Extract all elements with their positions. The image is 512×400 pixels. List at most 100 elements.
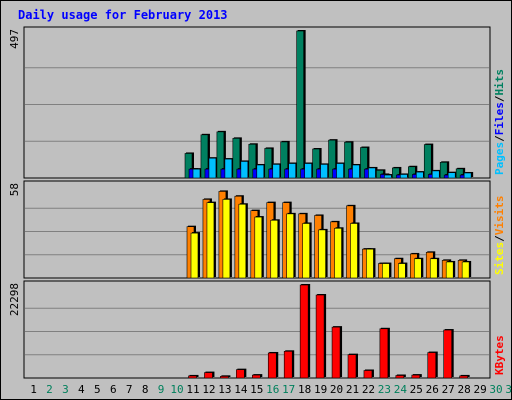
- bar-pages-day-27: [447, 172, 456, 179]
- bar-pages-day-24: [400, 174, 408, 179]
- x-tick-label: 5: [94, 383, 101, 396]
- bar-kbytes-day-22: [363, 370, 373, 379]
- panel-kbytes: 22298 KBytes: [8, 280, 506, 379]
- bar-hits-day-16: [264, 148, 273, 179]
- svg-text:Sites/Visits: Sites/Visits: [493, 196, 506, 276]
- bar-sites-day-18: [302, 223, 310, 279]
- bar-hits-day-20: [328, 139, 336, 179]
- bar-pages-day-25: [415, 171, 424, 179]
- x-tick-label: 7: [126, 383, 133, 396]
- bar-pages-day-28: [463, 172, 472, 179]
- legend-entry-kbytes: KBytes: [493, 335, 506, 375]
- svg-text:KBytes: KBytes: [493, 335, 506, 375]
- x-tick-label: 20: [330, 383, 343, 396]
- bar-hits-day-21: [344, 141, 352, 179]
- legend-separator: /: [493, 135, 506, 142]
- bar-sites-day-20: [334, 227, 342, 279]
- legend: Sites/Visits: [493, 196, 506, 276]
- plot-area: [23, 280, 491, 379]
- bar-kbytes-day-28: [459, 375, 468, 379]
- x-tick-label: 26: [426, 383, 439, 396]
- bar-pages-day-17: [288, 163, 297, 179]
- bar-kbytes-day-16: [267, 352, 277, 379]
- bar-kbytes-day-23: [379, 328, 389, 379]
- bar-hits-day-18: [296, 30, 304, 179]
- x-tick-label: 25: [410, 383, 423, 396]
- legend: Pages/Files/Hits: [493, 69, 506, 175]
- y-max-label: 497: [8, 29, 21, 49]
- bar-hits-day-15: [248, 143, 257, 179]
- bar-pages-day-22: [368, 167, 376, 179]
- panel-hits-files-pages: 497 Pages/Files/Hits: [8, 26, 506, 179]
- legend-separator: /: [493, 95, 506, 102]
- x-tick-label: 29: [473, 383, 486, 396]
- bar-sites-day-14: [238, 203, 247, 279]
- svg-text:Pages/Files/Hits: Pages/Files/Hits: [493, 69, 506, 175]
- bar-kbytes-day-25: [411, 374, 421, 379]
- x-tick-label: 31: [505, 383, 512, 396]
- bar-pages-day-16: [272, 164, 281, 179]
- bar-sites-day-21: [350, 223, 358, 279]
- bar-pages-day-23: [384, 174, 392, 179]
- bar-kbytes-day-24: [395, 375, 405, 379]
- bar-pages-day-11: [192, 168, 201, 179]
- x-axis-labels: 1 2 3 4 5 6 7 8 9 10 11 12 13 14 15 16 17 18 19 20 21 22 23 24 2…: [30, 383, 512, 396]
- x-tick-label: 8: [142, 383, 149, 396]
- bar-sites-day-11: [190, 232, 199, 279]
- bar-kbytes-day-13: [220, 376, 229, 379]
- bar-pages-day-12: [208, 157, 217, 179]
- x-tick-label: 17: [282, 383, 295, 396]
- x-tick-label: 11: [186, 383, 199, 396]
- legend-separator: /: [493, 235, 506, 242]
- bar-pages-day-26: [431, 170, 440, 179]
- bar-sites-day-19: [318, 229, 326, 279]
- bar-kbytes-day-27: [443, 329, 453, 379]
- x-tick-label: 6: [110, 383, 117, 396]
- bar-sites-day-24: [398, 263, 406, 279]
- bar-kbytes-day-17: [283, 351, 293, 379]
- x-tick-label: 15: [250, 383, 263, 396]
- bar-sites-day-16: [270, 219, 279, 279]
- bar-sites-day-26: [429, 258, 438, 279]
- legend-entry-files: Files: [493, 102, 506, 135]
- x-tick-label: 23: [378, 383, 391, 396]
- x-tick-label: 13: [218, 383, 231, 396]
- x-tick-label: 1: [30, 383, 37, 396]
- bar-pages-day-13: [224, 158, 233, 179]
- x-tick-label: 30: [489, 383, 502, 396]
- bar-hits-day-13: [216, 131, 225, 179]
- y-max-label: 22298: [8, 283, 21, 316]
- bar-kbytes-day-12: [204, 372, 213, 379]
- chart-panels: 497Pages/Files/Hits58Sites/Visits22298KB…: [8, 26, 506, 379]
- bar-hits-day-28: [455, 168, 464, 179]
- bar-hits-day-26: [423, 144, 432, 179]
- chart-title: Daily usage for February 2013: [18, 8, 228, 22]
- legend-entry-sites: Sites: [493, 242, 506, 275]
- bar-hits-day-14: [232, 138, 241, 179]
- bar-pages-day-20: [336, 163, 344, 179]
- x-tick-label: 22: [362, 383, 375, 396]
- bar-hits-day-25: [407, 166, 416, 179]
- bar-sites-day-12: [206, 202, 215, 279]
- bar-pages-day-21: [352, 164, 360, 179]
- x-tick-label: 16: [266, 383, 279, 396]
- x-tick-label: 18: [298, 383, 311, 396]
- bar-sites-day-27: [445, 261, 454, 279]
- bar-hits-day-17: [280, 141, 289, 179]
- bar-kbytes-day-11: [188, 375, 197, 379]
- bar-sites-day-23: [382, 263, 390, 279]
- bar-sites-day-17: [286, 213, 295, 279]
- bar-sites-day-25: [413, 258, 422, 279]
- bar-kbytes-day-20: [331, 326, 341, 379]
- bar-hits-day-11: [184, 153, 193, 179]
- bar-hits-day-19: [312, 148, 320, 179]
- legend: KBytes: [493, 335, 506, 375]
- legend-entry-visits: Visits: [493, 196, 506, 236]
- x-tick-label: 9: [158, 383, 165, 396]
- bar-pages-day-18: [304, 163, 312, 179]
- bar-kbytes-day-19: [315, 294, 325, 379]
- legend-entry-hits: Hits: [493, 69, 506, 96]
- x-tick-label: 4: [78, 383, 85, 396]
- bar-hits-day-22: [360, 147, 368, 179]
